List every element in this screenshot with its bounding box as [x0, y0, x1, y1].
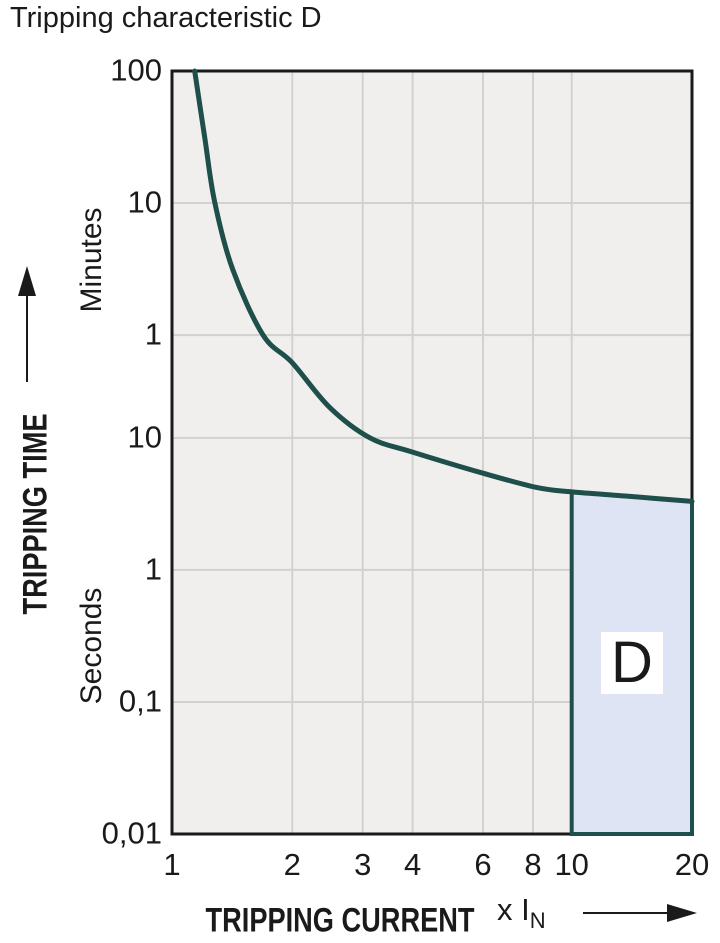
y-tick-label: 1 — [144, 316, 162, 352]
tripping-current-arrow-head — [667, 904, 697, 922]
tripping-curve-line — [192, 68, 695, 504]
tripping-time-arrow-head — [18, 266, 36, 296]
x-tick-label: 2 — [283, 847, 301, 882]
y-tick-label: 0,1 — [118, 683, 162, 719]
y-tick-label: 0,01 — [101, 815, 162, 851]
y-axis-unit-minutes: Minutes — [75, 207, 108, 313]
y-axis-unit-seconds: Seconds — [75, 587, 108, 705]
plot-border — [170, 69, 694, 836]
tripping-current-arrow — [583, 904, 697, 922]
y-tick-label: 10 — [127, 184, 162, 220]
y-tick-label: 10 — [127, 419, 162, 455]
x-tick-label: 6 — [474, 847, 492, 882]
x-axis-unit-prefix: x I — [497, 892, 530, 927]
page-title: Tripping characteristic D — [10, 2, 322, 34]
y-tick-label: 1 — [144, 551, 162, 587]
x-tick-label: 1 — [163, 847, 181, 882]
region-d-label: D — [611, 630, 653, 695]
x-tick-label: 20 — [674, 847, 710, 882]
region-d-label-box: D — [601, 632, 663, 694]
x-tick-label: 8 — [524, 847, 542, 882]
x-tick-label: 4 — [403, 847, 422, 882]
x-tick-label: 3 — [354, 847, 372, 882]
x-tick-label: 10 — [554, 847, 589, 882]
y-tick-label: 100 — [110, 52, 162, 88]
y-axis-title: TRIPPING TIME — [16, 413, 55, 615]
x-axis-unit: x IN — [497, 892, 546, 934]
x-axis-title: TRIPPING CURRENT — [205, 901, 475, 940]
tripping-time-arrow — [18, 266, 36, 382]
x-axis-unit-subscript: N — [529, 908, 546, 933]
